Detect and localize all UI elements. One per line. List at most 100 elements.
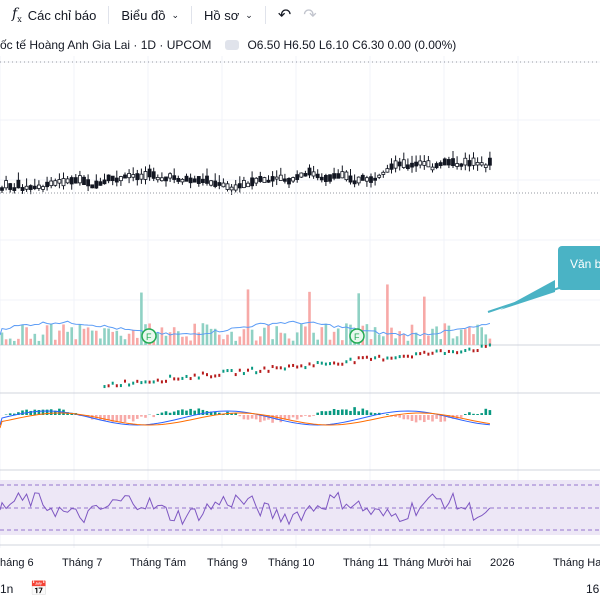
indicator-candle bbox=[107, 384, 110, 388]
macd-histogram-bar bbox=[115, 415, 119, 422]
candle-body bbox=[323, 175, 328, 182]
profile-button[interactable]: Hồ sơ ⌄ bbox=[198, 0, 259, 30]
volume-bar bbox=[451, 338, 455, 345]
candle-body bbox=[311, 171, 316, 177]
indicator-pane-1 bbox=[103, 343, 491, 389]
candle-body bbox=[110, 175, 115, 182]
top-toolbar: fx Các chỉ báo Biểu đồ ⌄ Hồ sơ ⌄ ↶ ↷ bbox=[0, 0, 600, 30]
candle-body bbox=[229, 186, 234, 191]
visibility-toggle[interactable] bbox=[225, 40, 240, 50]
grid bbox=[0, 56, 600, 548]
volume-bar bbox=[189, 340, 192, 345]
macd-histogram-bar bbox=[472, 413, 475, 415]
indicator-candle bbox=[148, 380, 151, 384]
candle-body bbox=[20, 187, 25, 191]
candle-body bbox=[98, 181, 103, 186]
candle-body bbox=[487, 157, 492, 166]
candle-body bbox=[369, 176, 373, 183]
volume-bar bbox=[226, 334, 229, 345]
candle-body bbox=[28, 185, 33, 190]
macd-histogram-bar bbox=[468, 412, 471, 415]
indicator-candle bbox=[419, 352, 422, 356]
indicator-candle bbox=[210, 375, 213, 379]
volume-bar bbox=[418, 339, 422, 345]
volume-bar bbox=[439, 339, 442, 345]
candle-body bbox=[41, 186, 45, 190]
macd-histogram-bar bbox=[455, 415, 459, 419]
symbol-title[interactable]: ốc tế Hoàng Anh Gia Lai · 1D · UPCOM bbox=[0, 38, 212, 52]
candle-body bbox=[168, 173, 173, 179]
volume-bar bbox=[99, 338, 102, 345]
macd-histogram-bar bbox=[271, 415, 274, 423]
volume-bar bbox=[86, 327, 90, 345]
macd-histogram-bar bbox=[193, 410, 196, 415]
volume-bar bbox=[271, 339, 274, 345]
indicator-candle bbox=[361, 356, 364, 360]
volume-bar bbox=[312, 332, 315, 345]
text-callout[interactable]: Văn bả bbox=[487, 246, 600, 313]
indicator-candle bbox=[341, 362, 344, 366]
candle-body bbox=[299, 172, 304, 178]
indicator-candle bbox=[255, 371, 258, 375]
macd-histogram-bar bbox=[41, 409, 45, 415]
volume-bar bbox=[328, 339, 332, 345]
indicator-candle bbox=[480, 344, 483, 348]
volume-bar bbox=[62, 324, 65, 345]
candle-body bbox=[459, 163, 464, 167]
macd-histogram-bar bbox=[431, 415, 434, 422]
event-marker[interactable] bbox=[141, 328, 157, 344]
volume-bar bbox=[484, 334, 488, 345]
volume-bar bbox=[377, 334, 381, 345]
indicators-label: Các chỉ báo bbox=[27, 7, 97, 23]
candle-body bbox=[69, 177, 74, 185]
indicator-candle bbox=[415, 352, 418, 356]
event-markers[interactable]: F F bbox=[141, 328, 365, 344]
event-marker[interactable] bbox=[349, 328, 365, 344]
indicators-button[interactable]: fx Các chỉ báo bbox=[0, 0, 102, 30]
candle-body bbox=[164, 176, 168, 182]
candle-body bbox=[180, 178, 185, 183]
volume-bar bbox=[160, 327, 164, 345]
redo-icon[interactable]: ↷ bbox=[303, 7, 317, 24]
candle-body bbox=[434, 163, 439, 169]
candle-body bbox=[385, 168, 390, 173]
volume-bar bbox=[164, 335, 168, 345]
candle-body bbox=[241, 180, 246, 189]
calendar-icon[interactable]: 📅 bbox=[30, 580, 48, 596]
range-button[interactable]: 1n bbox=[0, 582, 14, 596]
macd-histogram-bar bbox=[295, 415, 299, 420]
volume-bar bbox=[66, 331, 69, 345]
candle-body bbox=[237, 183, 242, 189]
macd-histogram-bar bbox=[353, 407, 356, 415]
candle-body bbox=[127, 173, 131, 179]
macd-histogram-bar bbox=[484, 408, 488, 415]
indicator-candle bbox=[357, 356, 360, 360]
indicator-candle bbox=[275, 366, 278, 370]
volume-bar bbox=[246, 289, 250, 345]
candle-body bbox=[479, 162, 484, 166]
candle-body bbox=[86, 179, 90, 187]
candle-body bbox=[332, 173, 337, 179]
macd-histogram-bar bbox=[49, 409, 53, 415]
volume-bar bbox=[304, 326, 307, 345]
volume-bar bbox=[300, 324, 303, 345]
macd-histogram-bar bbox=[423, 415, 426, 423]
chart-type-button[interactable]: Biểu đồ ⌄ bbox=[115, 0, 185, 30]
candle-body bbox=[426, 160, 431, 168]
volume-bar bbox=[316, 339, 319, 345]
candle-body bbox=[315, 173, 320, 179]
indicator-candle bbox=[304, 366, 307, 370]
time-axis[interactable]: háng 6 Tháng 7 Tháng Tám Tháng 9 Tháng 10 Thá… bbox=[0, 557, 600, 569]
volume-bar bbox=[127, 333, 131, 345]
indicator-candle bbox=[308, 362, 311, 366]
rsi-line bbox=[0, 491, 491, 526]
candle-body bbox=[159, 177, 164, 182]
candle-body bbox=[414, 161, 419, 167]
indicator-candle bbox=[279, 366, 282, 370]
volume-bar bbox=[480, 327, 483, 345]
candle-body bbox=[360, 174, 365, 181]
volume-bar bbox=[13, 340, 16, 345]
undo-icon[interactable]: ↶ bbox=[277, 7, 292, 24]
ohlc-readout: O6.50 H6.50 L6.10 C6.30 0.00 (0.00%) bbox=[247, 38, 457, 52]
